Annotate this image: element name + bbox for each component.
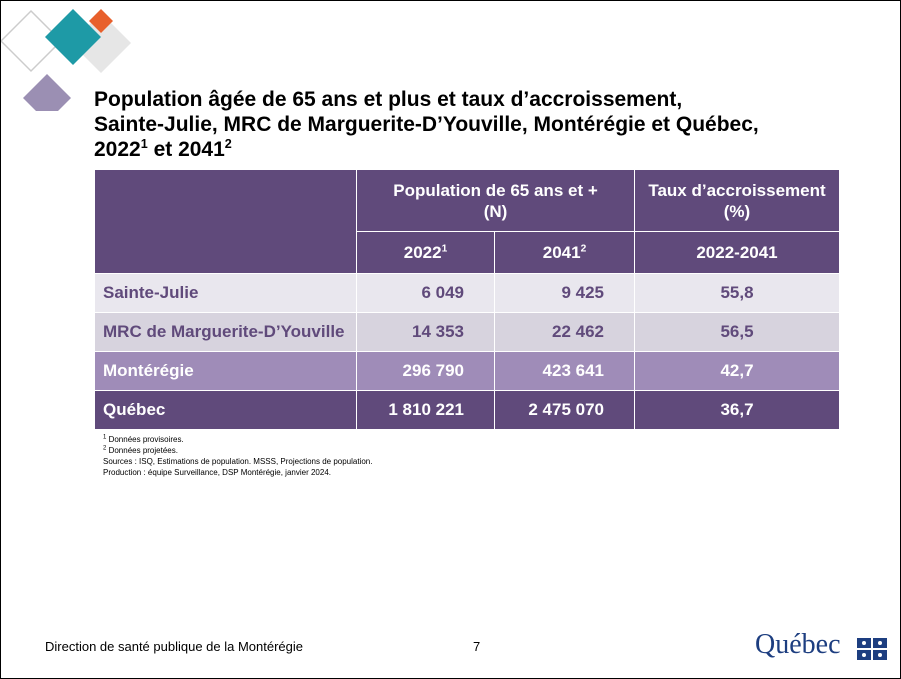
row-label: Québec <box>94 390 357 430</box>
cell: 36,7 <box>634 390 840 430</box>
table-row: Québec 1 810 221 2 475 070 36,7 <box>94 390 840 430</box>
cell: 423 641 <box>494 351 635 391</box>
footnote-text: Sources : ISQ, Estimations de population… <box>103 457 373 466</box>
cell: 1 810 221 <box>356 390 495 430</box>
row-label: Montérégie <box>94 351 357 391</box>
cell: 56,5 <box>634 312 840 352</box>
table-row: Sainte-Julie 6 049 9 425 55,8 <box>94 273 840 313</box>
row-label: Sainte-Julie <box>94 273 357 313</box>
footnote-text: Données provisoires. <box>106 435 184 444</box>
header-unit: (N) <box>483 201 508 221</box>
decoration <box>1 9 131 111</box>
sub-header: 2022-2041 <box>634 231 840 274</box>
footnote-ref: 2 <box>103 445 107 452</box>
sub-header: 20412 <box>494 231 635 274</box>
title-text: et 2041 <box>147 138 225 161</box>
title-text: 2022 <box>94 138 141 161</box>
footnote-ref: 1 <box>441 242 448 254</box>
page-number: 7 <box>473 639 481 654</box>
header-text: 2041 <box>542 242 581 262</box>
footnote-ref: 2 <box>580 242 587 254</box>
cell: 2 475 070 <box>494 390 635 430</box>
header-text: Taux d’accroissement <box>648 180 826 200</box>
title-line: 20221 et 20412 <box>94 137 874 162</box>
cell: 14 353 <box>356 312 495 352</box>
table-row: MRC de Marguerite-D’Youville 14 353 22 462… <box>94 312 840 352</box>
cell: 42,7 <box>634 351 840 391</box>
empty-header <box>94 169 357 274</box>
title-line: Population âgée de 65 ans et plus et tau… <box>94 88 683 111</box>
footnote: Sources : ISQ, Estimations de population… <box>103 456 372 467</box>
cell: 22 462 <box>494 312 635 352</box>
footer-text: Direction de santé publique de la Montér… <box>45 639 304 654</box>
data-table: Population de 65 ans et + (N) Taux d’accr… <box>94 169 840 430</box>
title-line: Sainte-Julie, MRC de Marguerite-D’Youvil… <box>94 113 759 136</box>
sub-header: 20221 <box>356 231 495 274</box>
group-header: Taux d’accroissement (%) <box>634 169 840 232</box>
cell: 6 049 <box>356 273 495 313</box>
table-row: Montérégie 296 790 423 641 42,7 <box>94 351 840 391</box>
slide-title: Population âgée de 65 ans et plus et tau… <box>94 87 874 162</box>
header-text: 2022-2041 <box>696 242 778 262</box>
footnote-ref: 1 <box>103 434 107 441</box>
table-body: Sainte-Julie 6 049 9 425 55,8 MRC de Marguer… <box>94 273 840 430</box>
row-label: MRC de Marguerite-D’Youville <box>94 312 357 352</box>
footnote-text: Données projetées. <box>106 446 178 455</box>
footnote: 1 Données provisoires. <box>103 434 372 445</box>
header-text: 2022 <box>403 242 442 262</box>
group-header: Population de 65 ans et + (N) <box>356 169 635 232</box>
header-text: Population de 65 ans et + <box>393 180 598 200</box>
cell: 55,8 <box>634 273 840 313</box>
footnote-text: Production : équipe Surveillance, DSP Mo… <box>103 468 331 477</box>
footnote-ref: 2 <box>224 137 232 151</box>
cell: 296 790 <box>356 351 495 391</box>
cell: 9 425 <box>494 273 635 313</box>
footnote: 2 Données projetées. <box>103 445 372 456</box>
footnote: Production : équipe Surveillance, DSP Mo… <box>103 467 372 478</box>
logo-flag <box>857 638 887 660</box>
header-unit: (%) <box>723 201 751 221</box>
footnote-ref: 1 <box>140 137 148 151</box>
footnotes: 1 Données provisoires. 2 Données projetée… <box>103 434 372 478</box>
logo-text: Québec <box>755 629 841 660</box>
